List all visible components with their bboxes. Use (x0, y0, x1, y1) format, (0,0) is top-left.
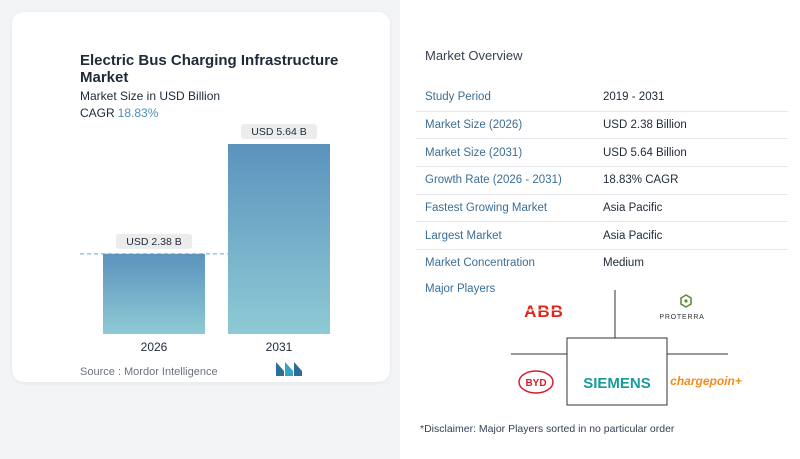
source-text: Source : Mordor Intelligence (80, 366, 218, 378)
table-row: Market Concentration Medium (416, 249, 788, 277)
row-value: Medium (594, 249, 788, 277)
overview-table: Study Period 2019 - 2031 Market Size (202… (416, 84, 788, 277)
row-value: 18.83% CAGR (594, 166, 788, 195)
data-label-bg (241, 124, 317, 139)
row-key: Study Period (425, 91, 491, 104)
disclaimer: *Disclaimer: Major Players sorted in no … (420, 423, 675, 435)
cagr-line: CAGR 18.83% (80, 106, 158, 120)
x-tick-label: 2026 (141, 340, 168, 354)
row-value: 2019 - 2031 (603, 91, 665, 104)
table-row: Growth Rate (2026 - 2031) 18.83% CAGR (416, 166, 788, 195)
table-row: Market Size (2031) USD 5.64 Billion (416, 138, 788, 167)
row-key: Largest Market (416, 221, 594, 250)
table-row: Market Size (2026) USD 2.38 Billion (416, 110, 788, 139)
row-key: Market Concentration (416, 249, 594, 277)
row-value: USD 2.38 Billion (594, 110, 788, 139)
chart-title: Electric Bus Charging Infrastructure Mar… (80, 52, 339, 86)
data-label: USD 5.64 B (251, 126, 306, 138)
data-label-bg (116, 233, 192, 249)
mordor-logo-icon (276, 362, 302, 376)
cagr-label: CAGR (80, 106, 115, 120)
bar-chart: USD 2.38 B 2026 USD 5.64 B 2031 (80, 124, 330, 354)
table-row: Largest Market Asia Pacific (416, 221, 788, 250)
x-tick-label: 2031 (266, 340, 293, 354)
row-value: USD 5.64 Billion (594, 138, 788, 167)
cagr-value: 18.83% (117, 106, 159, 120)
row-key: Fastest Growing Market (416, 193, 594, 222)
table-row: Study Period 2019 - 2031 (416, 84, 788, 111)
major-players-label: Major Players (425, 283, 496, 295)
overview-title: Market Overview (425, 48, 523, 63)
row-value: Asia Pacific (594, 193, 788, 222)
table-row: Fastest Growing Market Asia Pacific (416, 193, 788, 222)
row-value: Asia Pacific (594, 221, 788, 250)
chart-subtitle: Market Size in USD Billion (80, 89, 221, 103)
bar-2031 (228, 144, 330, 334)
bar-2026 (103, 253, 205, 334)
row-key: Growth Rate (2026 - 2031) (416, 166, 594, 195)
row-key: Market Size (2031) (416, 138, 594, 167)
row-key: Market Size (2026) (416, 110, 594, 139)
data-label: USD 2.38 B (126, 236, 181, 248)
